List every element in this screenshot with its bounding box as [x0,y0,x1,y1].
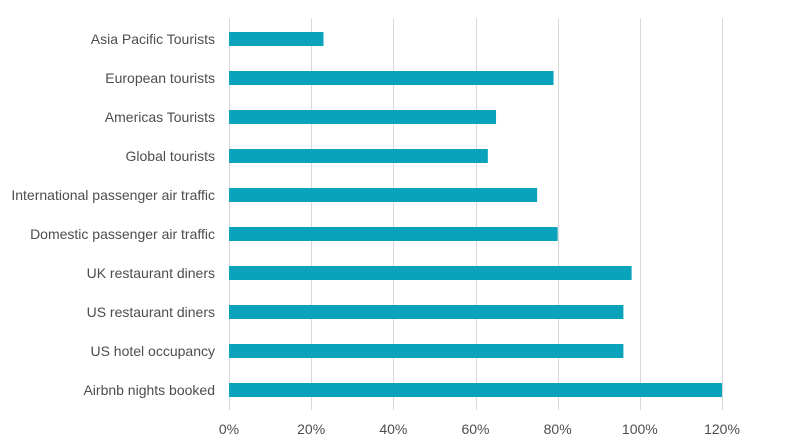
category-label: European tourists [105,70,215,86]
x-tick-label: 80% [544,421,572,437]
x-tick-label: 100% [622,421,658,437]
x-tick-label: 20% [297,421,325,437]
bar [229,32,324,46]
category-label: US restaurant diners [87,304,215,320]
category-label: US hotel occupancy [90,343,215,359]
category-label-layer: Asia Pacific Tourists European tourists Am… [11,31,215,398]
bar [229,227,558,241]
x-tick-label: 40% [379,421,407,437]
bar [229,344,624,358]
category-label: International passenger air traffic [11,187,215,203]
bar [229,149,488,163]
bar [229,110,497,124]
x-tick-label: 60% [461,421,489,437]
bar [229,383,722,397]
category-label: Americas Tourists [105,109,215,125]
bar [229,305,624,319]
x-tick-label: 0% [219,421,239,437]
category-label: Global tourists [126,148,215,164]
category-label: UK restaurant diners [87,265,215,281]
category-label: Domestic passenger air traffic [30,226,215,242]
bar [229,71,554,85]
category-label: Asia Pacific Tourists [91,31,215,47]
x-tick-label: 120% [704,421,740,437]
bar [229,188,538,202]
bar-layer [229,32,722,397]
bar [229,266,632,280]
x-tick-label-layer: 0% 20% 40% 60% 80% 100% 120% [219,421,740,437]
category-label: Airbnb nights booked [83,382,215,398]
